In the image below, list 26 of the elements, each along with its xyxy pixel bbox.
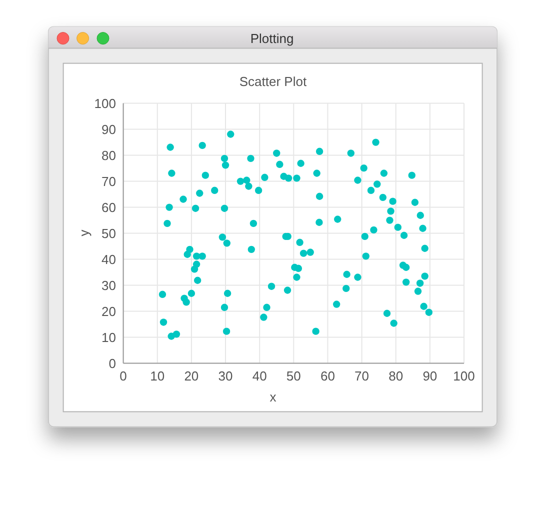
x-tick-label: 20	[184, 368, 199, 384]
x-tick-label: 50	[286, 368, 301, 384]
y-tick-label: 40	[102, 252, 116, 267]
y-tick-label: 30	[102, 278, 116, 293]
y-tick-label: 60	[102, 200, 116, 215]
x-tick-label: 80	[388, 368, 404, 384]
y-tick-label: 0	[108, 356, 116, 371]
x-tick-label: 90	[422, 368, 438, 384]
x-axis-title: x	[270, 390, 277, 404]
y-tick-label: 90	[102, 122, 116, 137]
x-tick-label: 10	[150, 368, 165, 384]
y-tick-label: 100	[94, 96, 116, 111]
x-tick-label: 60	[320, 368, 335, 384]
x-tick-label: 40	[252, 368, 267, 384]
chart-title: Scatter Plot	[239, 74, 307, 89]
y-axis-title: y	[76, 229, 92, 236]
y-tick-label: 20	[102, 304, 116, 319]
y-tick-label: 10	[102, 330, 116, 345]
x-tick-label: 0	[120, 368, 127, 384]
y-tick-label: 80	[102, 148, 116, 163]
x-tick-label: 100	[453, 368, 475, 384]
text: Plotting	[250, 30, 294, 46]
y-tick-label: 70	[102, 174, 116, 189]
x-tick-label: 30	[218, 368, 233, 384]
y-tick-label: 50	[102, 226, 116, 241]
x-tick-label: 70	[354, 368, 370, 384]
